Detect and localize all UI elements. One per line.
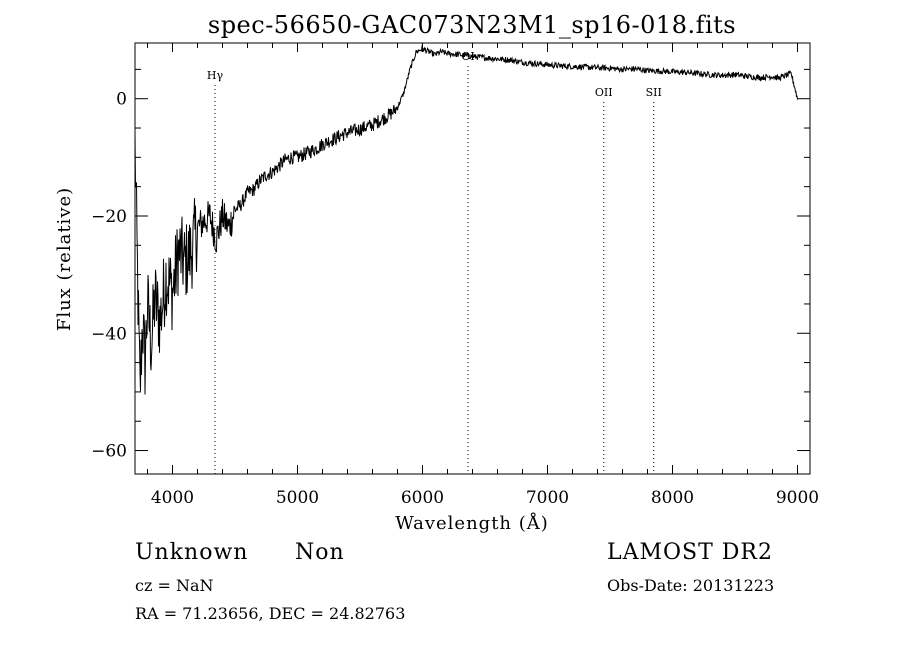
chart-title: spec-56650-GAC073N23M1_sp16-018.fits	[208, 11, 736, 39]
spectrum-line	[134, 44, 798, 395]
axis-tick-labels: 4000 5000 6000 7000 8000 9000 0 −20 −40 −60	[91, 90, 819, 508]
x-tick-label: 9000	[776, 488, 819, 508]
y-tick-label: 0	[116, 90, 127, 110]
x-axis-label: Wavelength (Å)	[395, 512, 549, 534]
y-tick-label: −20	[91, 207, 127, 227]
axis-ticks	[135, 43, 810, 474]
y-tick-label: −40	[91, 324, 127, 344]
y-tick-label: −60	[91, 442, 127, 462]
spectral-line-label: OII	[595, 86, 613, 99]
plot-frame	[134, 42, 811, 475]
y-axis-label: Flux (relative)	[54, 187, 75, 331]
ra-dec-value: RA = 71.23656, DEC = 24.82763	[135, 604, 406, 623]
subclass-label: Non	[295, 540, 345, 565]
class-label: Unknown	[135, 540, 249, 565]
obs-date: Obs-Date: 20131223	[607, 576, 775, 595]
spectral-line-label: Hγ	[207, 69, 224, 82]
x-tick-label: 4000	[151, 488, 194, 508]
cz-value: cz = NaN	[135, 576, 214, 595]
x-tick-label: 6000	[401, 488, 444, 508]
x-tick-label: 8000	[651, 488, 694, 508]
x-tick-label: 7000	[526, 488, 569, 508]
spectral-line-label: SII	[646, 86, 662, 99]
survey-label: LAMOST DR2	[607, 540, 773, 565]
x-tick-label: 5000	[276, 488, 319, 508]
